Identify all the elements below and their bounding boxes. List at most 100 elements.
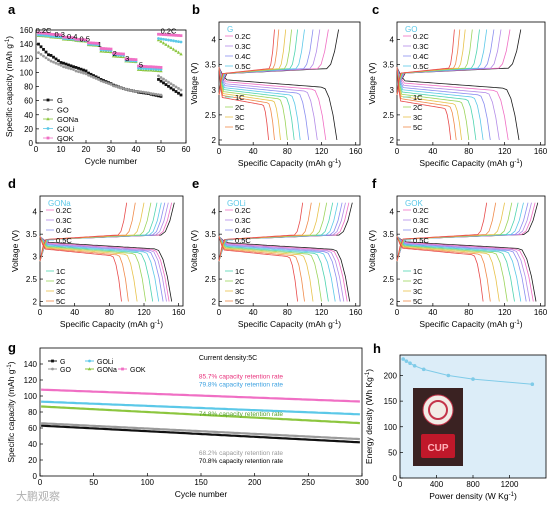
y-tick-label: 3.5: [26, 230, 38, 239]
data-point: [54, 33, 58, 36]
discharge-curve: [39, 236, 138, 302]
legend-label: G: [57, 96, 63, 105]
data-point: [137, 66, 140, 70]
data-point: [157, 32, 160, 36]
data-point: [67, 36, 70, 39]
x-tick-label: 50: [89, 478, 98, 487]
data-point: [159, 76, 163, 79]
discharge-curve: [218, 67, 269, 141]
rate-label: 0.2C: [161, 27, 177, 36]
data-point: [157, 67, 160, 71]
charge-curve: [218, 29, 287, 95]
x-tick-label: 300: [355, 478, 369, 487]
data-point: [39, 45, 43, 49]
data-point: [92, 41, 95, 45]
discharge-curve: [218, 67, 295, 141]
data-point: [89, 72, 93, 76]
data-point: [177, 34, 180, 37]
data-point: [152, 67, 155, 71]
data-point: [99, 79, 103, 83]
data-point: [159, 39, 163, 43]
data-point: [147, 91, 150, 95]
x-tick-label: 40: [249, 147, 258, 156]
data-point: [169, 86, 173, 90]
y-tick-label: 2.5: [383, 111, 395, 120]
plot-frame: [218, 195, 361, 307]
data-point: [169, 45, 173, 50]
rate-label: 0.4: [67, 32, 77, 41]
discharge-curve: [218, 236, 336, 302]
y-tick-label: 2: [33, 298, 38, 307]
data-point: [49, 32, 53, 36]
data-point: [97, 76, 100, 80]
seal-emblem: [422, 394, 454, 426]
rate-label: 0.2C: [413, 206, 429, 215]
data-point: [142, 90, 145, 94]
data-point: [159, 94, 163, 98]
data-point: [44, 31, 48, 35]
data-point: [412, 363, 417, 368]
panel-letter-h: h: [373, 341, 381, 356]
axes-h: 0 400 800 1200 0 50 100 150 200 Power density (W …: [364, 354, 547, 501]
axes-f: 0 40 80 120 160 2 2.5 3 3.5 4 Specific Capacity (m…: [367, 195, 548, 329]
x-tick-label: 40: [70, 308, 79, 317]
rate-label: 3C: [235, 113, 245, 122]
series-line: [41, 400, 360, 416]
data-point: [114, 52, 118, 55]
discharge-curve: [396, 236, 522, 302]
data-point: [137, 90, 140, 93]
data-point: [471, 377, 475, 381]
series-GONa: [41, 405, 360, 425]
data-point: [159, 66, 163, 69]
charge-curve: [396, 29, 455, 95]
discharge-curve: [396, 67, 509, 141]
data-point: [164, 79, 168, 83]
data-point: [59, 61, 63, 64]
data-point: [112, 51, 115, 55]
discharge-curve: [218, 67, 310, 141]
rate-label: 5C: [235, 297, 245, 306]
rate-label: 1C: [413, 267, 423, 276]
data-point: [179, 52, 183, 56]
data-point: [166, 44, 171, 48]
data-point: [159, 37, 163, 41]
discharge-curve: [396, 236, 491, 302]
data-point: [102, 47, 105, 50]
data-point: [164, 33, 168, 37]
x-tick-label: 40: [249, 308, 258, 317]
rate-label: 2C: [413, 103, 423, 112]
data-point: [107, 82, 110, 85]
axis-label: Specific capacity (mAh g-1): [4, 36, 14, 137]
x-tick-label: 160: [534, 308, 548, 317]
y-tick-label: 3: [212, 253, 217, 262]
y-tick-label: 80: [24, 83, 33, 92]
data-point: [49, 59, 53, 63]
data-point: [46, 127, 50, 130]
curves: [396, 202, 539, 302]
data-point: [67, 66, 70, 70]
data-point: [42, 48, 45, 51]
y-tick-label: 4: [212, 208, 217, 217]
y-tick-label: 3: [390, 253, 395, 262]
data-point: [408, 361, 412, 366]
data-point: [176, 50, 181, 54]
discharge-curve: [39, 236, 122, 302]
y-tick-label: 2: [212, 298, 217, 307]
panel-letter-c: c: [372, 2, 379, 17]
data-point: [59, 33, 63, 37]
data-point: [164, 83, 168, 87]
x-tick-label: 200: [248, 478, 262, 487]
rate-label: 0.2C: [56, 206, 72, 215]
rate-label: 0.4C: [235, 226, 251, 235]
rate-label: 0.3: [55, 30, 65, 39]
y-tick-label: 3.5: [383, 230, 395, 239]
discharge-curve: [218, 67, 275, 141]
data-point: [99, 46, 103, 50]
discharge-curve: [396, 236, 508, 302]
data-point: [47, 32, 50, 35]
data-point: [87, 367, 92, 371]
x-tick-label: 20: [82, 145, 91, 154]
series-label: GOK: [405, 199, 423, 208]
rate-label: 0.4C: [413, 226, 429, 235]
data-point: [54, 57, 58, 61]
